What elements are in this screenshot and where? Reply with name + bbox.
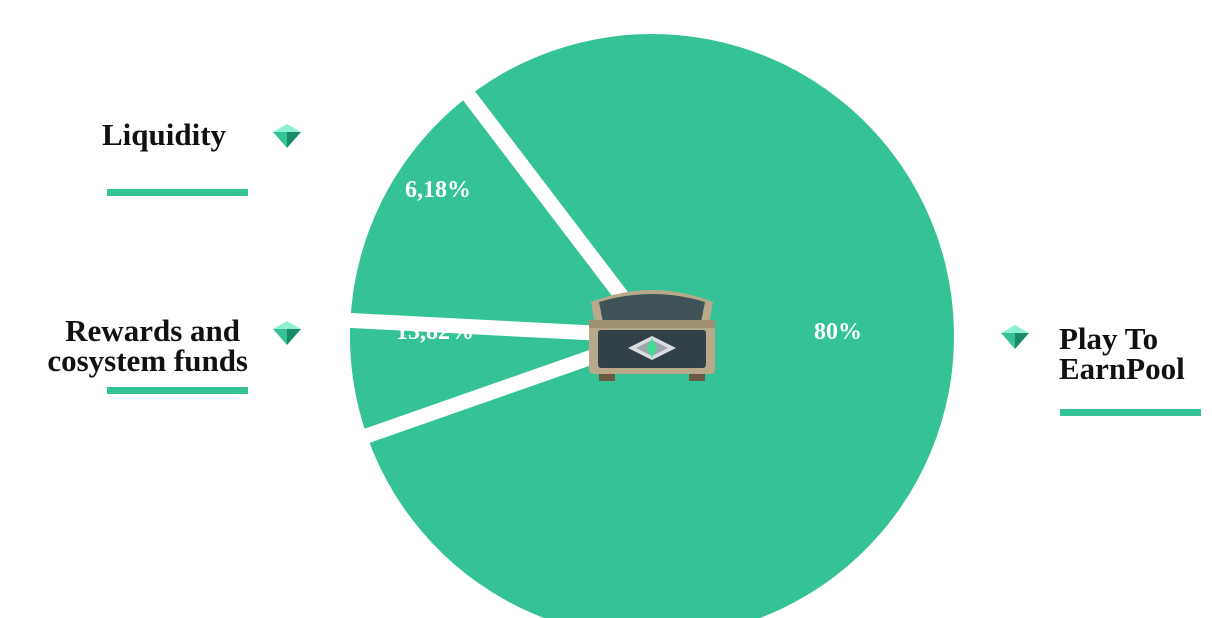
legend-bar-liquidity xyxy=(107,189,248,196)
slice-label-play-to-earn: 80% xyxy=(814,319,862,345)
slice-liquidity xyxy=(349,320,652,436)
legend-rewards-line1: Rewards and xyxy=(65,313,240,348)
slice-label-liquidity: 6,18% xyxy=(405,177,471,203)
legend-bar-play-to-earn xyxy=(1060,409,1201,416)
slice-rewards xyxy=(350,95,652,337)
legend-bar-rewards xyxy=(107,387,248,394)
diamond-gem-icon xyxy=(1001,325,1029,349)
legend-play-line2: EarnPool xyxy=(1059,351,1185,386)
diamond-gem-icon xyxy=(273,321,301,345)
treasure-chest-icon xyxy=(589,290,715,381)
legend-rewards-line2: cosystem funds xyxy=(47,343,248,378)
diamond-gem-icon xyxy=(273,124,301,148)
legend-label-play-to-earn: Play To EarnPool xyxy=(1059,321,1185,386)
slice-label-rewards: 13,82% xyxy=(396,319,474,345)
legend-play-line1: Play To xyxy=(1059,321,1159,356)
legend-label-liquidity: Liquidity xyxy=(102,117,227,152)
legend-label-rewards: Rewards and cosystem funds xyxy=(36,313,248,378)
legend-liquidity-line1: Liquidity xyxy=(102,117,227,152)
